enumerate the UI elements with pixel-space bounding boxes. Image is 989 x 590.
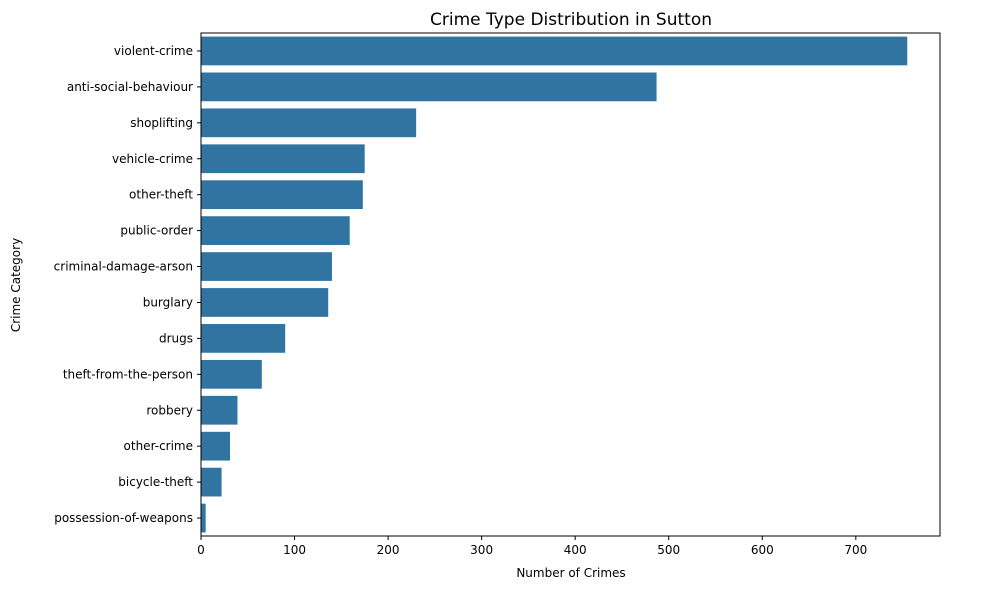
category-label: vehicle-crime [112, 152, 193, 166]
chart-title: Crime Type Distribution in Sutton [430, 10, 712, 30]
bar-theft-from-the-person [201, 359, 262, 389]
bar-drugs [201, 324, 286, 353]
category-label: robbery [146, 403, 193, 417]
x-tick-label: 0 [197, 543, 205, 557]
category-label: theft-from-the-person [63, 367, 193, 381]
y-axis-label: Crime Category [9, 238, 23, 332]
bar-other-crime [201, 431, 230, 461]
x-tick-label: 200 [377, 543, 400, 557]
x-tick-label: 700 [844, 543, 867, 557]
category-label: other-theft [129, 188, 193, 202]
bar-shoplifting [201, 108, 417, 138]
bar-violent-crime [201, 36, 908, 66]
x-axis-label: Number of Crimes [516, 566, 625, 580]
x-tick-label: 500 [657, 543, 680, 557]
bar-vehicle-crime [201, 144, 365, 174]
x-tick-label: 300 [470, 543, 493, 557]
plot-frame [200, 32, 941, 537]
bar-bicycle-theft [201, 467, 222, 497]
category-label: possession-of-weapons [54, 511, 193, 525]
category-label: criminal-damage-arson [54, 260, 193, 274]
bar-burglary [201, 288, 329, 317]
bar-other-theft [201, 180, 363, 210]
category-labels: violent-crime anti-social-behaviour shopli… [54, 44, 201, 525]
category-label: other-crime [124, 439, 193, 453]
category-label: burglary [143, 295, 193, 309]
bars-group [201, 36, 908, 533]
category-label: public-order [120, 224, 193, 238]
category-label: anti-social-behaviour [67, 80, 193, 94]
category-label: drugs [159, 331, 193, 345]
bar-robbery [201, 395, 238, 425]
bar-possession-of-weapons [201, 503, 206, 533]
category-label: bicycle-theft [118, 475, 193, 489]
x-tick-label: 600 [751, 543, 774, 557]
bar-public-order [201, 216, 350, 245]
category-label: violent-crime [114, 44, 193, 58]
x-axis-ticks: 0 100 200 300 400 500 600 700 [197, 536, 867, 557]
x-tick-label: 400 [564, 543, 587, 557]
bar-criminal-damage-arson [201, 252, 332, 281]
category-label: shoplifting [130, 116, 193, 130]
bar-anti-social-behaviour [201, 72, 657, 102]
x-tick-label: 100 [283, 543, 306, 557]
